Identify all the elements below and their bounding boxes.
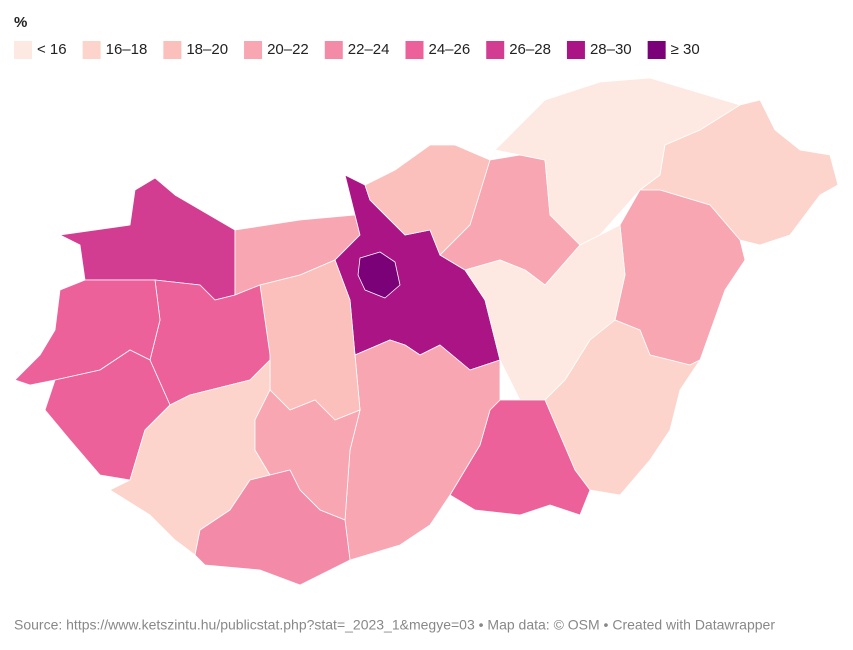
legend: < 16 16–18 18–20 20–22 22–24 24–26 26–28 28–30 ≥…: [14, 41, 700, 59]
legend-label: 18–20: [186, 41, 228, 58]
legend-label: 24–26: [429, 41, 471, 58]
map: [14, 77, 839, 586]
legend-swatch: [566, 41, 585, 59]
legend-swatch: [647, 41, 666, 59]
legend-swatch: [244, 41, 263, 59]
county: [639, 99, 839, 246]
county: [544, 319, 701, 496]
county: [194, 469, 351, 586]
legend-label: 26–28: [509, 41, 551, 58]
legend-swatch: [14, 41, 32, 59]
legend-label: 16–18: [106, 41, 148, 58]
footer-text: Source: https://www.ketszintu.hu/publics…: [14, 617, 775, 633]
county: [357, 251, 401, 299]
legend-label: 22–24: [348, 41, 390, 58]
legend-swatch: [163, 41, 182, 59]
county: [344, 339, 501, 561]
legend-swatch: [324, 41, 343, 59]
legend-swatch: [405, 41, 424, 59]
legend-label: 28–30: [590, 41, 632, 58]
legend-swatch: [486, 41, 505, 59]
legend-title: %: [14, 14, 27, 31]
legend-swatch: [82, 41, 101, 59]
legend-label: 20–22: [267, 41, 309, 58]
legend-label: < 16: [37, 41, 67, 58]
county: [464, 224, 626, 401]
legend-label: ≥ 30: [671, 41, 700, 58]
